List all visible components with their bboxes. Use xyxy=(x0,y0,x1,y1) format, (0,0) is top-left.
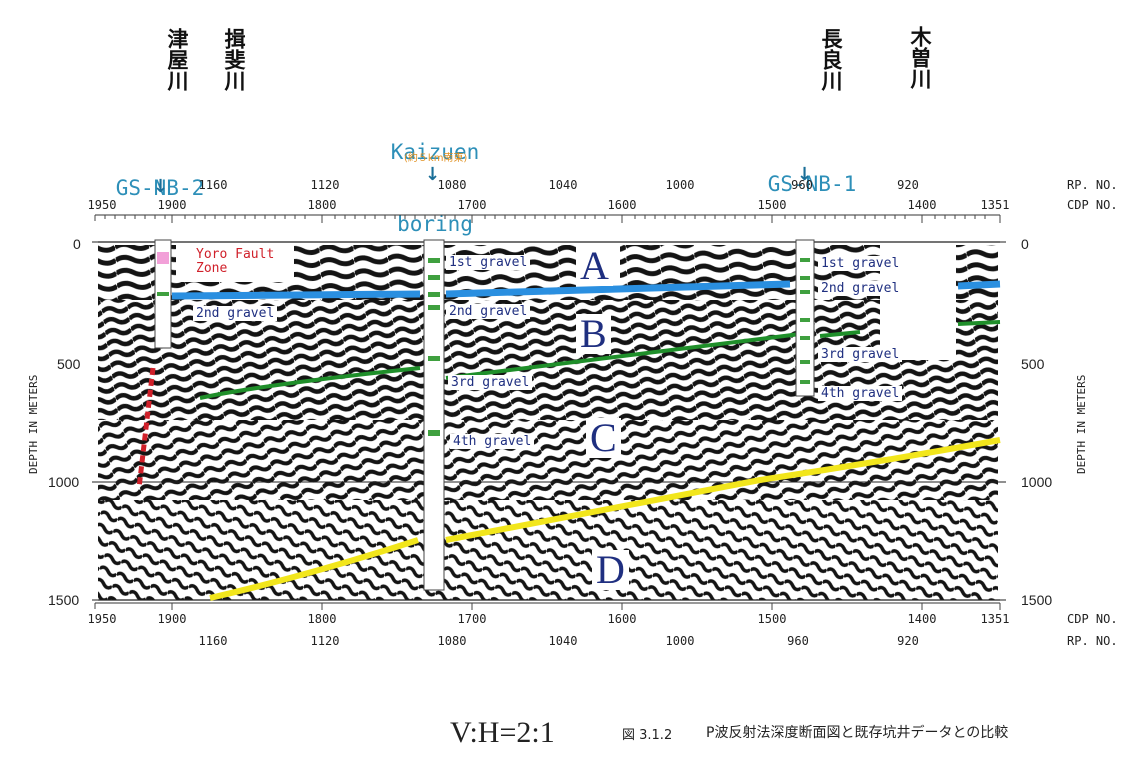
zone-label-b: B xyxy=(576,314,611,354)
rp-tick-bottom: 1080 xyxy=(437,634,467,648)
depth-tick-left: 1500 xyxy=(48,592,80,608)
rp-tick: 960 xyxy=(791,178,813,192)
boring-name: GS-NB-1 xyxy=(767,172,857,196)
yellow-horizon-right xyxy=(445,437,1001,543)
rp-tick-bottom: 920 xyxy=(897,634,919,648)
rp-no-label-bottom: RP. NO. xyxy=(1067,634,1118,648)
vh-ratio: V:H=2:1 xyxy=(450,716,555,749)
boring-column-gs-nb-2 xyxy=(154,239,172,349)
yellow-horizon-left xyxy=(209,537,419,601)
depth-tick-left: 0 xyxy=(73,236,81,252)
top-ruler-ticks xyxy=(94,215,1001,223)
zone-label-a: A xyxy=(576,246,613,286)
cdp-tick-bottom: 1400 xyxy=(907,612,937,626)
boring-label-kaizuen: Kaizuen boring xyxy=(375,92,495,260)
river-label-ibi: 揖斐川 xyxy=(222,28,246,91)
depth-tick-left: 500 xyxy=(57,356,81,372)
rp-tick-bottom: 960 xyxy=(787,634,809,648)
depth-tick-left: 1000 xyxy=(48,474,80,490)
cdp-tick: 1900 xyxy=(157,198,187,212)
seismic-band-c xyxy=(98,420,998,500)
boring-name: Kaizuen xyxy=(390,140,480,164)
cdp-no-label: CDP NO. xyxy=(1067,198,1118,212)
layer-label-right: 3rd gravel xyxy=(818,347,903,362)
boring-note-kaizuen: (約５km南東) xyxy=(404,153,468,164)
river-label-kiso: 木曽川 xyxy=(908,26,932,89)
cdp-tick: 1800 xyxy=(307,198,337,212)
blue-horizon xyxy=(171,280,1001,300)
cdp-tick: 1500 xyxy=(757,198,787,212)
depth-tick-right: 1000 xyxy=(1021,474,1053,490)
boring-column-kaizuen xyxy=(423,239,445,591)
fault-line xyxy=(136,367,156,489)
cdp-no-label-bottom: CDP NO. xyxy=(1067,612,1118,626)
layer-label-right: 1st gravel xyxy=(818,256,903,271)
depth-tick-right: 1500 xyxy=(1021,592,1053,608)
rp-no-label: RP. NO. xyxy=(1067,178,1118,192)
zone-label-c: C xyxy=(586,418,621,458)
rp-tick: 1080 xyxy=(437,178,467,192)
layer-label-middle: 4th gravel xyxy=(450,434,535,449)
cdp-tick: 1700 xyxy=(457,198,487,212)
cdp-tick: 1950 xyxy=(87,198,117,212)
fault-zone-label: Yoro Fault Zone xyxy=(194,247,277,276)
boring-name: GS-NB-2 xyxy=(115,176,205,200)
depth-axis-title-left: DEPTH IN METERS xyxy=(27,374,40,474)
river-label-nagara: 長良川 xyxy=(819,28,843,91)
layer-label-middle: 3rd gravel xyxy=(448,375,533,390)
figure-caption: P波反射法深度断面図と既存坑井データとの比較 xyxy=(706,725,1009,741)
depth-axis-title-right: DEPTH IN METERS xyxy=(1075,374,1088,474)
cdp-tick-bottom: 1351 xyxy=(980,612,1010,626)
rp-tick-bottom: 1040 xyxy=(548,634,578,648)
layer-label-left: 2nd gravel xyxy=(193,306,278,321)
rp-tick-bottom: 1120 xyxy=(310,634,340,648)
rp-tick: 1160 xyxy=(198,178,228,192)
green-horizon xyxy=(199,320,1001,400)
figure-number: 図 3.1.2 xyxy=(622,728,673,743)
rp-tick: 1000 xyxy=(665,178,695,192)
layer-label-middle: 2nd gravel xyxy=(446,304,531,319)
cdp-tick-bottom: 1600 xyxy=(607,612,637,626)
cdp-tick-bottom: 1800 xyxy=(307,612,337,626)
rp-tick-bottom: 1160 xyxy=(198,634,228,648)
arrow-down-icon: ↓ xyxy=(153,176,169,197)
layer-label-right: 2nd gravel xyxy=(818,281,903,296)
rp-tick: 920 xyxy=(897,178,919,192)
arrow-down-icon: ↓ xyxy=(797,164,813,185)
cdp-tick-bottom: 1900 xyxy=(157,612,187,626)
depth-tick-right: 0 xyxy=(1021,236,1029,252)
rp-tick-bottom: 1000 xyxy=(665,634,695,648)
cdp-tick: 1600 xyxy=(607,198,637,212)
zone-label-d: D xyxy=(592,550,629,590)
cdp-tick: 1400 xyxy=(907,198,937,212)
seismic-band-d xyxy=(98,500,998,600)
depth-tick-right: 500 xyxy=(1021,356,1045,372)
cdp-tick: 1351 xyxy=(980,198,1010,212)
boring-column-gs-nb-1 xyxy=(795,239,815,397)
layer-label-right: 4th gravel xyxy=(818,386,903,401)
cdp-tick-bottom: 1700 xyxy=(457,612,487,626)
arrow-down-icon: ↓ xyxy=(425,164,441,185)
cdp-tick-bottom: 1500 xyxy=(757,612,787,626)
rp-tick: 1040 xyxy=(548,178,578,192)
cdp-tick-bottom: 1950 xyxy=(87,612,117,626)
rp-tick: 1120 xyxy=(310,178,340,192)
river-label-tsuya: 津屋川 xyxy=(165,28,189,91)
layer-label-middle: 1st gravel xyxy=(446,255,531,270)
